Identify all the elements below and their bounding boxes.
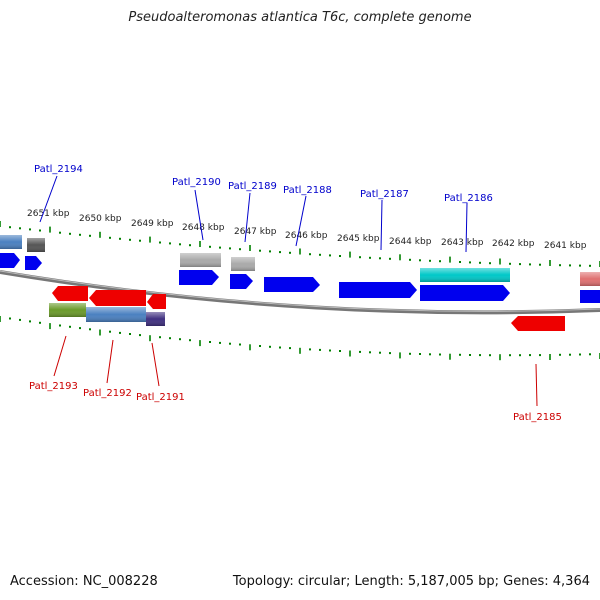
scale-label-2649: 2649 kbp (131, 219, 174, 229)
genome-backbone (0, 270, 600, 315)
gene-arrow-small[interactable] (25, 256, 42, 270)
gene-label-patl-2192[interactable]: Patl_2192 (83, 388, 132, 399)
upper-gene-labels: Patl_2194 Patl_2190 Patl_2189 Patl_2188 … (34, 164, 493, 253)
scale-labels: 2651 kbp 2650 kbp 2649 kbp 2648 kbp 2647… (27, 209, 587, 251)
gene-arrow-2186[interactable] (420, 285, 510, 301)
scale-label-2647: 2647 kbp (234, 227, 277, 237)
upper-feature-track (0, 235, 600, 286)
scale-label-2646: 2646 kbp (285, 231, 328, 241)
gene-label-patl-2189[interactable]: Patl_2189 (228, 181, 277, 192)
lower-feature-track (49, 303, 165, 326)
genome-title: Pseudoalteromonas atlantica T6c, complet… (128, 10, 472, 25)
scale-label-2648: 2648 kbp (182, 223, 225, 233)
gene-label-patl-2190[interactable]: Patl_2190 (172, 177, 221, 188)
gene-arrow-2189[interactable] (230, 274, 253, 289)
gene-label-patl-2193[interactable]: Patl_2193 (29, 381, 78, 392)
lower-scale-ticks (0, 316, 600, 361)
gene-arrow-2192[interactable] (89, 290, 146, 306)
gene-label-patl-2187[interactable]: Patl_2187 (360, 189, 409, 200)
upper-scale-ticks (0, 221, 600, 267)
gene-label-patl-2188[interactable]: Patl_2188 (283, 185, 332, 196)
gene-arrow-2185[interactable] (511, 316, 565, 331)
gene-arrow-2187[interactable] (339, 282, 417, 298)
scale-label-2650: 2650 kbp (79, 214, 122, 224)
gene-label-patl-2191[interactable]: Patl_2191 (136, 392, 185, 403)
gene-label-patl-2194[interactable]: Patl_2194 (34, 164, 83, 175)
reverse-gene-track (52, 286, 565, 331)
gene-label-patl-2185[interactable]: Patl_2185 (513, 412, 562, 423)
forward-gene-track (0, 253, 600, 303)
scale-label-2641: 2641 kbp (544, 241, 587, 251)
gene-arrow-left-edge[interactable] (0, 253, 20, 268)
gene-label-patl-2186[interactable]: Patl_2186 (444, 193, 493, 204)
lower-gene-labels: Patl_2193 Patl_2192 Patl_2191 Patl_2185 (29, 335, 562, 423)
gene-arrow-2191[interactable] (147, 294, 166, 309)
scale-label-2644: 2644 kbp (389, 237, 432, 247)
scale-label-2645: 2645 kbp (337, 234, 380, 244)
genome-summary: Topology: circular; Length: 5,187,005 bp… (232, 574, 590, 589)
accession-label: Accession: NC_008228 (10, 574, 158, 589)
scale-label-2643: 2643 kbp (441, 238, 484, 248)
gene-block-right-edge[interactable] (580, 290, 600, 303)
scale-label-2642: 2642 kbp (492, 239, 535, 249)
gene-arrow-2193[interactable] (52, 286, 88, 301)
scale-label-2651: 2651 kbp (27, 209, 70, 219)
gene-arrow-2190[interactable] (179, 270, 219, 285)
gene-arrow-2188[interactable] (264, 277, 320, 292)
